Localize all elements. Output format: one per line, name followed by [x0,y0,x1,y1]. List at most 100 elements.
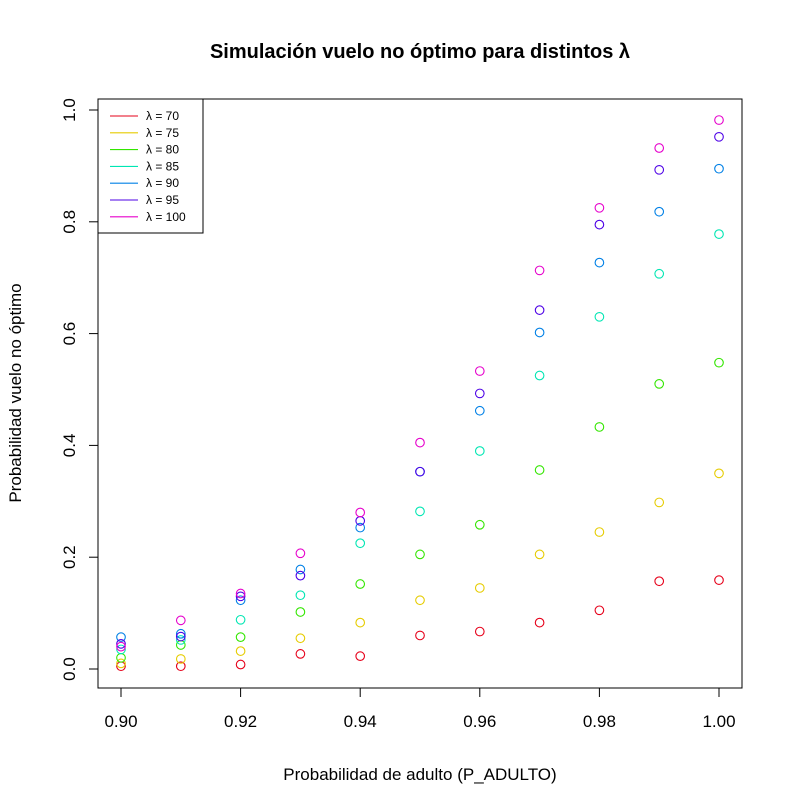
data-point [116,652,126,663]
data-point [594,219,605,230]
data-point [534,370,545,381]
data-point [415,630,425,641]
data-point [415,437,425,448]
y-tick-label: 0.4 [60,434,79,458]
legend: λ = 70 λ = 75 λ = 80 λ = 85 λ = 90 λ = 95 λ = … [97,98,204,234]
data-point [235,632,246,642]
data-point [175,640,186,650]
data-point [295,607,306,617]
data-point [714,131,724,142]
data-point [116,658,126,669]
data-point [534,265,545,276]
data-point [235,591,246,602]
data-point [116,644,126,655]
data-point [534,327,545,338]
data-point [474,388,485,399]
y-tick-label: 0.6 [60,322,79,346]
data-point [235,588,246,599]
data-point [654,576,665,587]
data-point [295,633,306,644]
data-point [116,641,126,652]
data-point [355,579,366,589]
legend-entry: λ = 75 [146,126,179,140]
data-point [295,548,306,559]
data-point [175,654,186,664]
data-point [714,229,724,239]
data-point [235,595,246,606]
data-point [654,497,665,508]
data-point [594,527,605,537]
x-tick-label: 0.98 [583,712,616,731]
data-point [415,595,425,606]
data-point [594,257,605,268]
data-point [534,465,545,475]
data-point [714,163,724,174]
data-point [474,626,485,637]
data-point [175,628,186,639]
legend-entry: λ = 70 [146,109,179,123]
data-point [714,575,724,585]
data-point [116,632,126,642]
data-point [175,661,186,672]
data-point [714,357,724,368]
data-point [295,564,306,575]
data-point [654,206,665,217]
data-point [654,379,665,389]
data-point [175,615,186,626]
data-point [474,583,485,593]
data-point [355,538,366,549]
data-point [415,506,425,517]
legend-entry: λ = 100 [146,210,186,224]
x-tick-label: 1.00 [702,712,735,731]
data-point [594,311,605,322]
data-point [175,631,186,642]
data-point [474,405,485,416]
y-axis-label: Probabilidad vuelo no óptimo [6,283,25,502]
data-point [474,366,485,376]
x-axis-label: Probabilidad de adulto (P_ADULTO) [283,765,556,784]
data-point [594,422,605,432]
data-point [654,164,665,175]
data-point [474,519,485,530]
x-tick-label: 0.94 [344,712,377,731]
data-point [534,305,545,315]
y-tick-label: 0.2 [60,545,79,569]
legend-entry: λ = 90 [146,176,179,190]
y-tick-label: 0.0 [60,657,79,681]
data-point [594,202,605,213]
data-point [714,115,724,125]
x-tick-label: 0.90 [104,712,137,731]
y-tick-label: 0.8 [60,210,79,234]
data-point [474,446,485,456]
legend-entry: λ = 85 [146,159,179,173]
data-point [355,516,366,526]
data-point [415,549,425,560]
data-point [355,507,366,518]
data-point [295,590,306,601]
y-tick-label: 1.0 [60,98,79,122]
data-point [534,549,545,560]
data-point [415,466,425,477]
data-point [235,614,246,625]
data-point [295,649,306,659]
data-point [355,651,366,661]
data-point [235,659,246,670]
chart-title: Simulación vuelo no óptimo para distinto… [210,41,630,63]
x-axis: 0.90 0.92 0.94 0.96 0.98 1.00 [104,687,736,731]
legend-entry: λ = 80 [146,143,179,157]
data-point [594,605,605,616]
data-point [175,635,186,645]
x-tick-label: 0.92 [224,712,257,731]
data-point [355,617,366,628]
legend-entry: λ = 95 [146,193,179,207]
y-axis: 0.0 0.2 0.4 0.6 0.8 1.0 [60,98,99,681]
data-points [116,115,724,672]
data-point [534,617,545,628]
x-tick-label: 0.96 [463,712,496,731]
data-point [116,638,126,649]
data-point [654,143,665,153]
data-point [714,468,724,479]
data-point [295,570,306,581]
data-point [355,522,366,533]
